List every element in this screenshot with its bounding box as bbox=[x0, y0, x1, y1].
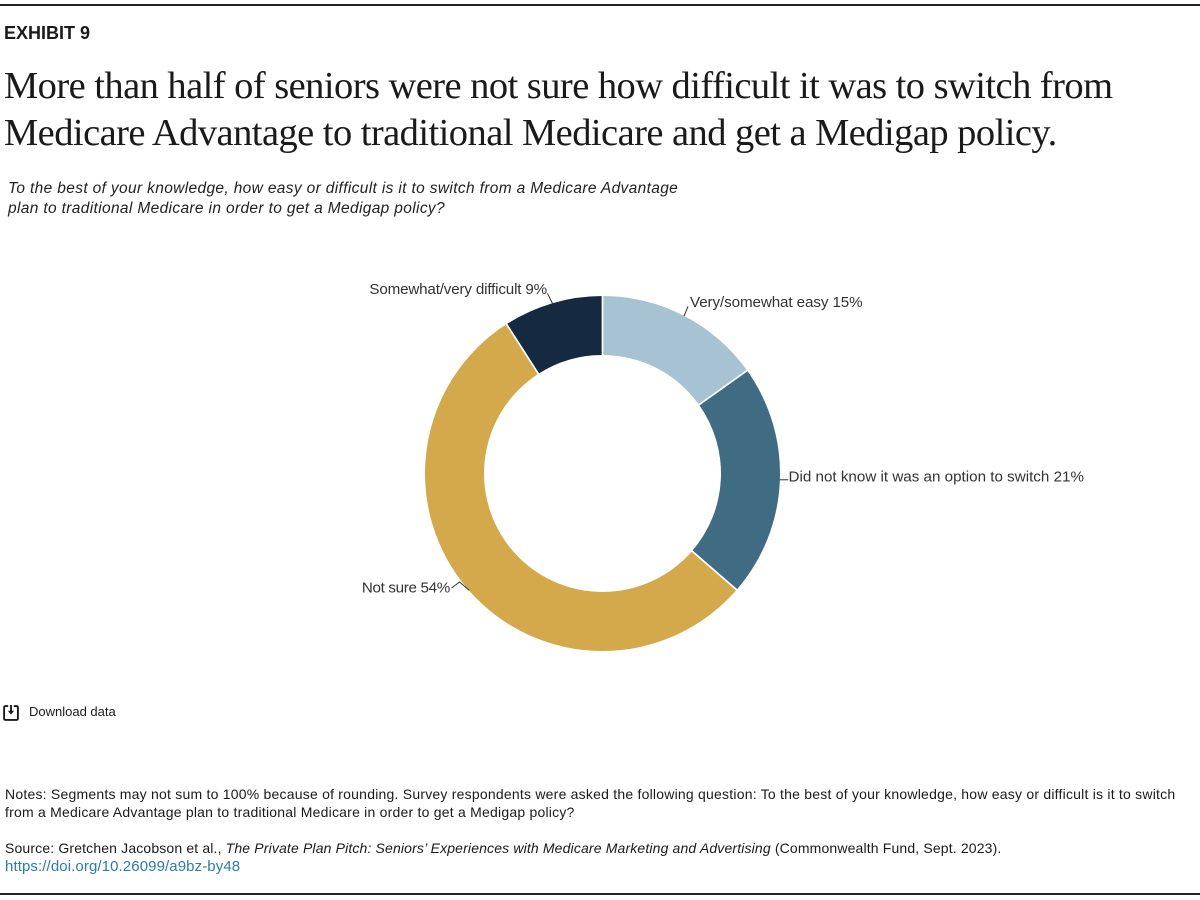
svg-text:Somewhat/very difficult 9%: Somewhat/very difficult 9% bbox=[369, 281, 547, 298]
svg-text:Not sure 54%: Not sure 54% bbox=[362, 580, 450, 597]
svg-text:Very/somewhat easy 15%: Very/somewhat easy 15% bbox=[690, 294, 863, 311]
svg-text:Did not know it was an option: Did not know it was an option to switch … bbox=[789, 469, 1084, 486]
